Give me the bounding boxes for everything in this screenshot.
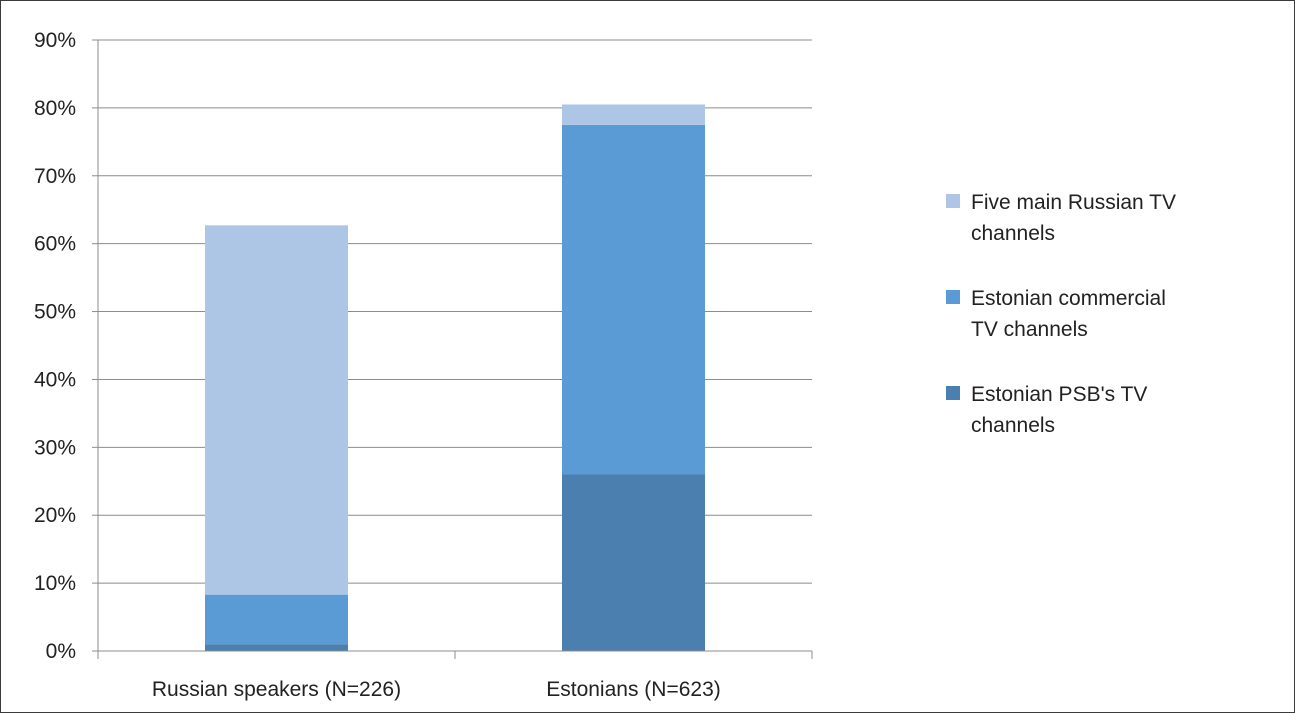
y-tick-label: 90% bbox=[34, 29, 76, 52]
legend-swatch bbox=[946, 194, 960, 208]
y-tick-label: 30% bbox=[34, 436, 76, 459]
y-tick-label: 50% bbox=[34, 301, 76, 324]
bar-segment bbox=[562, 474, 705, 651]
x-category-label: Estonians (N=623) bbox=[546, 678, 721, 701]
legend-swatch bbox=[946, 290, 960, 304]
y-tick-label: 70% bbox=[34, 165, 76, 188]
y-tick-labels: 0% 10% 20% 30% 40% 50% 60% 70% 80% 90% bbox=[34, 29, 76, 663]
bars bbox=[205, 104, 705, 651]
legend-label: Estonian commercial TV channels bbox=[971, 287, 1166, 341]
bar-segment bbox=[205, 644, 348, 651]
bar-segment bbox=[562, 104, 705, 125]
y-tick-label: 20% bbox=[34, 504, 76, 527]
legend-label: Estonian PSB's TV channels bbox=[971, 383, 1147, 437]
y-tick-label: 80% bbox=[34, 97, 76, 120]
y-tick-label: 0% bbox=[46, 640, 76, 663]
axes bbox=[92, 39, 813, 659]
x-category-labels: Russian speakers (N=226) Estonians (N=623… bbox=[152, 678, 721, 701]
x-category-label: Russian speakers (N=226) bbox=[152, 678, 401, 701]
y-tick-label: 10% bbox=[34, 572, 76, 595]
legend: Five main Russian TV channels Estonian com… bbox=[946, 191, 1176, 437]
bar-segment bbox=[205, 594, 348, 645]
bar-segment bbox=[562, 124, 705, 475]
legend-swatch bbox=[946, 386, 960, 400]
y-tick-label: 60% bbox=[34, 233, 76, 256]
y-tick-label: 40% bbox=[34, 368, 76, 391]
legend-label: Five main Russian TV channels bbox=[971, 191, 1176, 245]
bar-segment bbox=[205, 225, 348, 595]
